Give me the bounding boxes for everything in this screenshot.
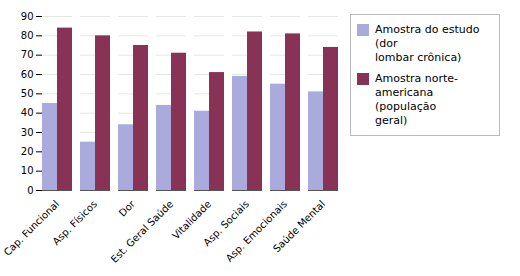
svg-text:Asp. Emocionais: Asp. Emocionais	[224, 198, 290, 264]
svg-text:Dor: Dor	[117, 198, 138, 219]
svg-text:20: 20	[21, 146, 34, 157]
svg-text:Asp. Sociais: Asp. Sociais	[201, 198, 252, 249]
svg-text:50: 50	[21, 88, 34, 99]
svg-text:90: 90	[21, 11, 34, 22]
svg-text:40: 40	[21, 107, 34, 118]
svg-text:60: 60	[21, 69, 34, 80]
html-text:Amostra do estudo (dor lombar: Amostra do estudo (dor lombar crônica)	[375, 23, 480, 64]
svg-text:30: 30	[21, 127, 34, 138]
svg-text:Est. Geral Saúde: Est. Geral Saúde	[109, 198, 176, 265]
svg-text:80: 80	[21, 30, 34, 41]
svg-text:Asp. Físicos: Asp. Físicos	[50, 198, 99, 247]
svg-text:Vitalidade: Vitalidade	[170, 198, 214, 242]
svg-text:Saúde Mental: Saúde Mental	[271, 198, 327, 254]
svg-text:0: 0	[27, 185, 33, 196]
svg-text:70: 70	[21, 49, 34, 60]
html-text:Amostra norte- americana (popu: Amostra norte- americana (população gera…	[375, 72, 459, 127]
svg-text:Cap. Funcional: Cap. Funcional	[2, 198, 62, 258]
svg-text:10: 10	[21, 165, 34, 176]
